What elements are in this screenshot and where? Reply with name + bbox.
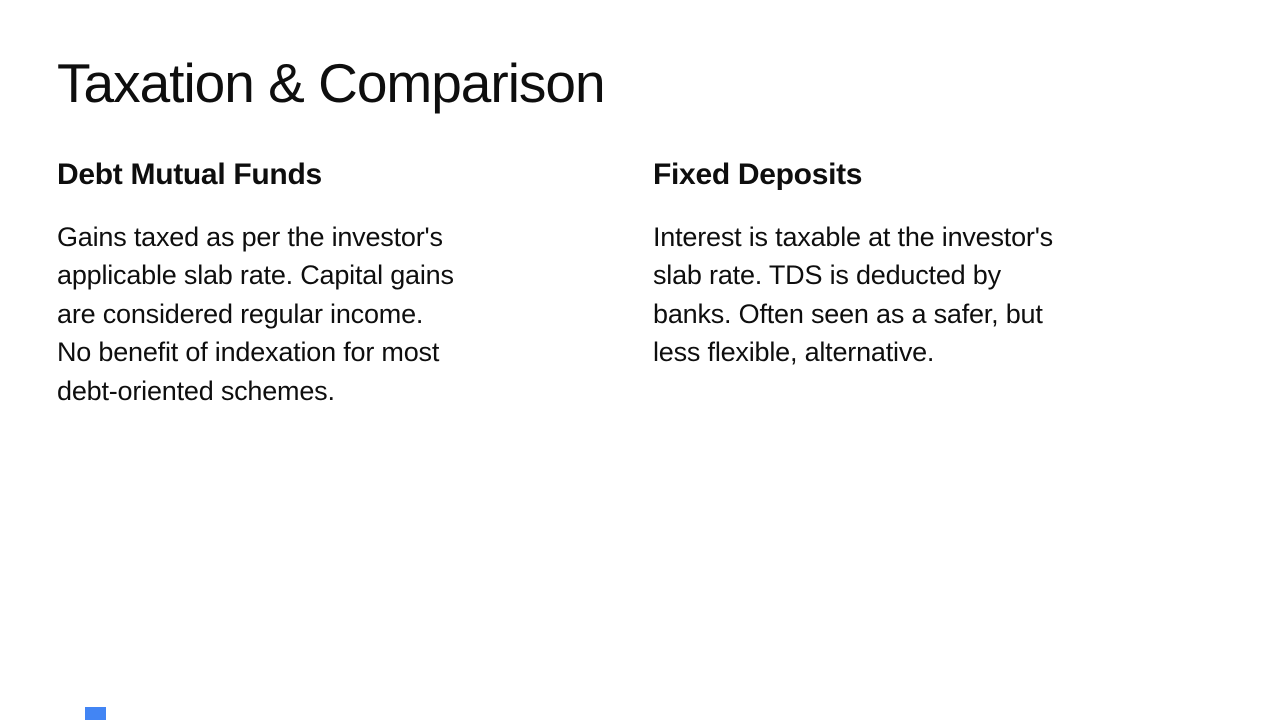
column-debt-mutual-funds: Debt Mutual Funds Gains taxed as per the…	[57, 156, 569, 410]
column-body-debt-mutual-funds: Gains taxed as per the investor's applic…	[57, 221, 454, 406]
column-heading-debt-mutual-funds: Debt Mutual Funds	[57, 158, 322, 191]
column-heading-fixed-deposits: Fixed Deposits	[653, 158, 863, 191]
column-fixed-deposits: Fixed Deposits Interest is taxable at th…	[653, 156, 1165, 410]
comparison-columns: Debt Mutual Funds Gains taxed as per the…	[57, 156, 1165, 410]
bottom-left-accent-bar	[85, 707, 106, 720]
slide-title: Taxation & Comparison	[57, 52, 606, 114]
column-body-fixed-deposits: Interest is taxable at the investor's sl…	[653, 221, 1053, 368]
